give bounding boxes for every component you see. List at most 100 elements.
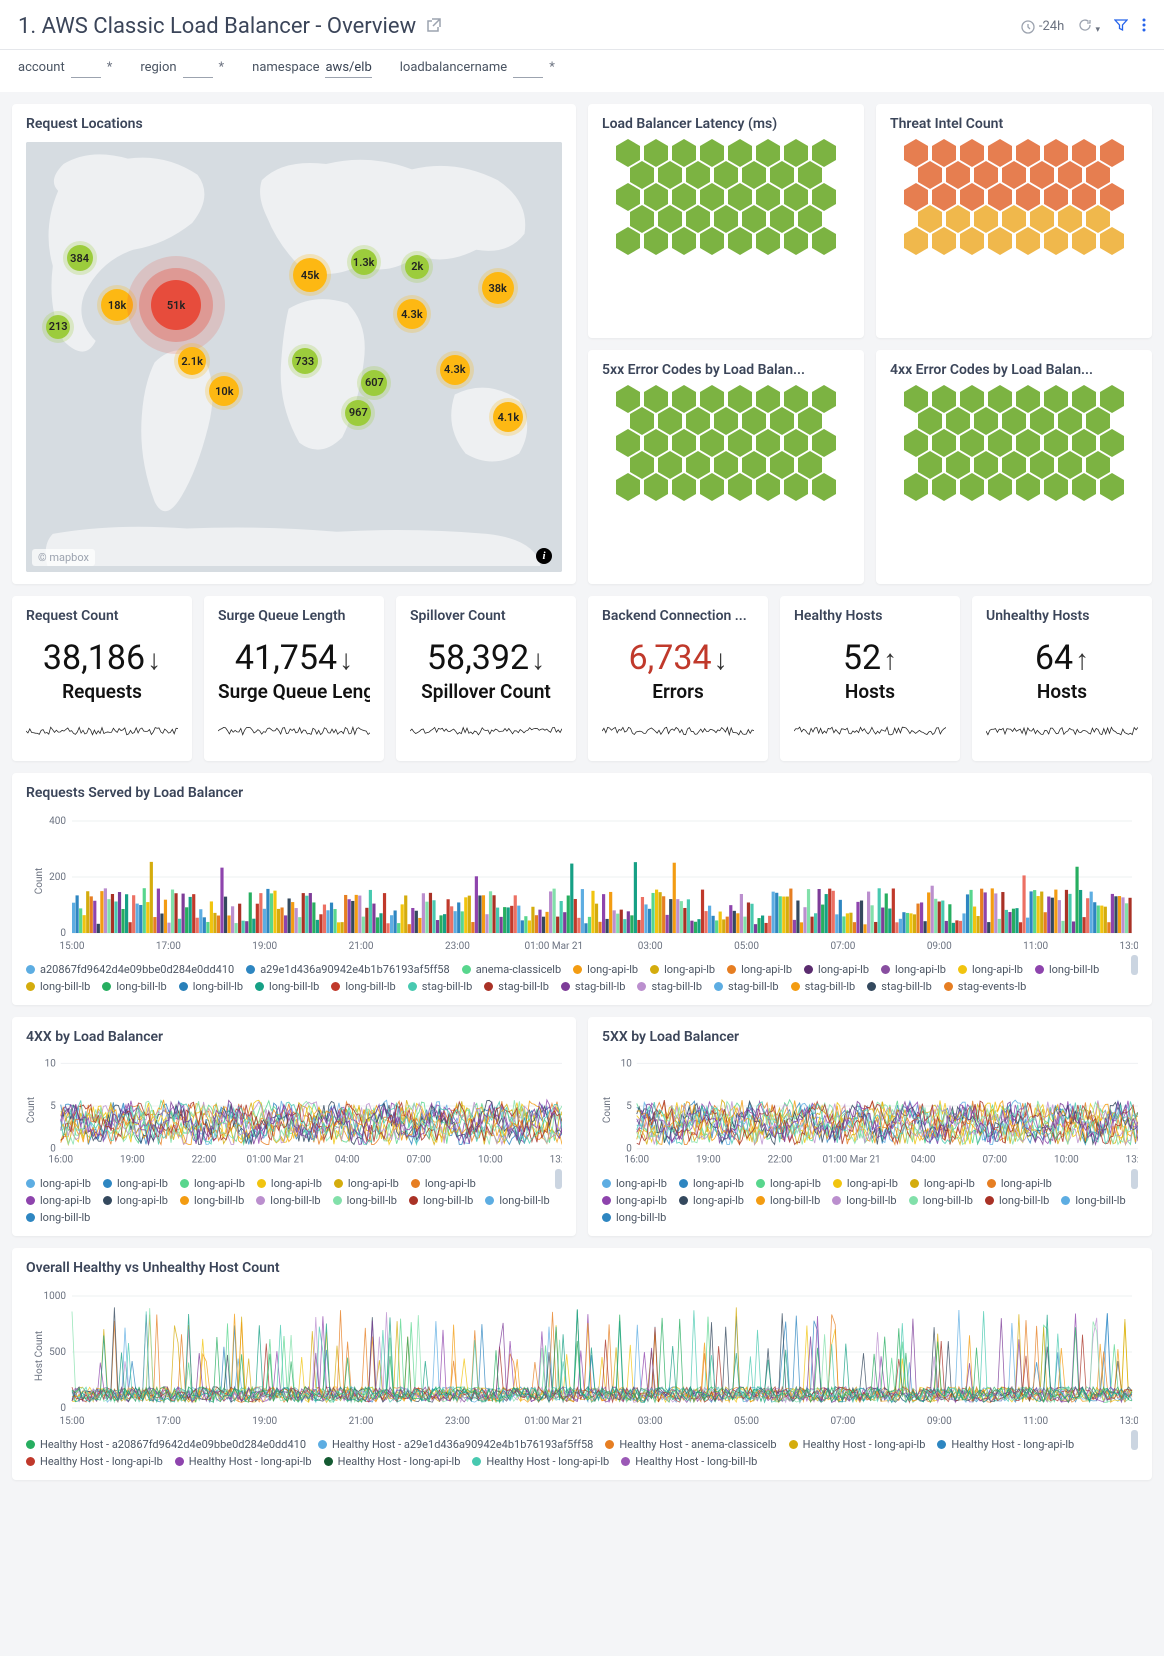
filter-item-account[interactable]: account * (18, 60, 112, 78)
legend-item[interactable]: long-bill-lb (756, 1194, 820, 1207)
refresh-icon[interactable]: ▾ (1078, 18, 1100, 36)
legend-item[interactable]: Healthy Host - long-api-lb (789, 1438, 926, 1451)
legend-item[interactable]: Healthy Host - anema-classicelb (605, 1438, 776, 1451)
map-bubble[interactable]: 607 (361, 370, 387, 396)
hex-cell[interactable] (1071, 226, 1097, 256)
hex-cell[interactable] (755, 226, 781, 256)
legend-item[interactable]: long-bill-lb (1035, 963, 1099, 976)
hex-cell[interactable] (643, 472, 669, 502)
legend-item[interactable]: stag-bill-lb (714, 980, 779, 993)
legend-item[interactable]: long-bill-lb (26, 980, 90, 993)
legend-item[interactable]: long-bill-lb (485, 1194, 549, 1207)
legend-item[interactable]: Healthy Host - long-api-lb (324, 1455, 461, 1468)
legend-item[interactable]: long-api-lb (727, 963, 792, 976)
legend-item[interactable]: long-api-lb (987, 1177, 1052, 1190)
legend-item[interactable]: long-bill-lb (985, 1194, 1049, 1207)
hex-cell[interactable] (755, 472, 781, 502)
legend-item[interactable]: long-api-lb (650, 963, 715, 976)
legend-item[interactable]: a29e1d436a90942e4b1b76193af5ff58 (246, 963, 449, 976)
hex-cell[interactable] (931, 472, 957, 502)
legend-item[interactable]: Healthy Host - long-api-lb (26, 1455, 163, 1468)
hex-cell[interactable] (959, 472, 985, 502)
hex-cell[interactable] (727, 226, 753, 256)
legend-item[interactable]: stag-bill-lb (867, 980, 932, 993)
map-bubble[interactable]: 733 (292, 348, 318, 374)
hex-cell[interactable] (1043, 226, 1069, 256)
legend-item[interactable]: long-api-lb (804, 963, 869, 976)
legend-item[interactable]: long-bill-lb (1061, 1194, 1125, 1207)
hex-cell[interactable] (1099, 226, 1125, 256)
legend-scrollbar[interactable] (1131, 1430, 1138, 1450)
time-range-picker[interactable]: -24h (1021, 19, 1064, 34)
legend-item[interactable]: Healthy Host - long-api-lb (937, 1438, 1074, 1451)
map-bubble[interactable]: 4.3k (440, 355, 470, 385)
legend-item[interactable]: long-api-lb (26, 1177, 91, 1190)
more-icon[interactable] (1142, 17, 1146, 37)
map-bubble[interactable]: 4.3k (397, 299, 427, 329)
legend-item[interactable]: anema-classicelb (462, 963, 561, 976)
legend-item[interactable]: long-api-lb (833, 1177, 898, 1190)
legend-item[interactable]: long-api-lb (103, 1194, 168, 1207)
hex-cell[interactable] (699, 472, 725, 502)
map-info-icon[interactable]: i (536, 548, 552, 564)
legend-scrollbar[interactable] (555, 1169, 562, 1189)
world-map[interactable]: © mapbox i 38418k51k2132.1k10k45k1.3k2k3… (26, 142, 562, 572)
legend-item[interactable]: long-api-lb (602, 1194, 667, 1207)
map-bubble[interactable]: 51k (151, 280, 201, 330)
bar-chart[interactable]: 020040015:0017:0019:0021:0023:0001:00 Ma… (26, 811, 1138, 951)
hex-cell[interactable] (931, 226, 957, 256)
line-chart[interactable]: 051016:0019:0022:0001:00 Mar 2104:0007:0… (26, 1055, 562, 1165)
filter-item-region[interactable]: region * (140, 60, 224, 78)
map-bubble[interactable]: 45k (293, 258, 327, 292)
legend-item[interactable]: long-bill-lb (256, 1194, 320, 1207)
hex-cell[interactable] (615, 226, 641, 256)
hex-cell[interactable] (783, 226, 809, 256)
legend-item[interactable]: long-api-lb (910, 1177, 975, 1190)
legend-item[interactable]: Healthy Host - long-api-lb (472, 1455, 609, 1468)
hex-cell[interactable] (959, 226, 985, 256)
legend-item[interactable]: long-bill-lb (832, 1194, 896, 1207)
hex-cell[interactable] (987, 472, 1013, 502)
legend-item[interactable]: stag-bill-lb (637, 980, 702, 993)
map-bubble[interactable]: 967 (345, 400, 371, 426)
hex-cell[interactable] (783, 472, 809, 502)
legend-item[interactable]: long-bill-lb (255, 980, 319, 993)
legend-item[interactable]: long-api-lb (411, 1177, 476, 1190)
share-icon[interactable] (426, 17, 442, 37)
legend-item[interactable]: Healthy Host - a20867fd9642d4e09bbe0d284… (26, 1438, 306, 1451)
legend-item[interactable]: long-api-lb (679, 1177, 744, 1190)
map-bubble[interactable]: 1.3k (351, 249, 377, 275)
map-bubble[interactable]: 10k (209, 376, 239, 406)
legend-item[interactable]: long-bill-lb (333, 1194, 397, 1207)
legend-item[interactable]: long-api-lb (881, 963, 946, 976)
legend-item[interactable]: a20867fd9642d4e09bbe0d284e0dd410 (26, 963, 234, 976)
legend-item[interactable]: long-bill-lb (909, 1194, 973, 1207)
hex-cell[interactable] (987, 226, 1013, 256)
legend-item[interactable]: long-bill-lb (602, 1211, 666, 1224)
legend-item[interactable]: long-api-lb (26, 1194, 91, 1207)
line-chart[interactable]: 051016:0019:0022:0001:00 Mar 2104:0007:0… (602, 1055, 1138, 1165)
map-bubble[interactable]: 2.1k (178, 347, 206, 375)
hex-cell[interactable] (903, 472, 929, 502)
legend-item[interactable]: long-api-lb (756, 1177, 821, 1190)
hex-cell[interactable] (1099, 472, 1125, 502)
legend-scrollbar[interactable] (1131, 955, 1138, 975)
legend-item[interactable]: stag-bill-lb (484, 980, 549, 993)
legend-item[interactable]: long-bill-lb (180, 1194, 244, 1207)
hex-cell[interactable] (811, 226, 837, 256)
legend-item[interactable]: long-api-lb (958, 963, 1023, 976)
legend-item[interactable]: long-api-lb (602, 1177, 667, 1190)
hex-cell[interactable] (671, 472, 697, 502)
hex-cell[interactable] (811, 472, 837, 502)
hex-cell[interactable] (1071, 472, 1097, 502)
legend-item[interactable]: long-bill-lb (26, 1211, 90, 1224)
map-bubble[interactable]: 213 (46, 315, 70, 339)
legend-item[interactable]: long-api-lb (103, 1177, 168, 1190)
legend-item[interactable]: long-api-lb (573, 963, 638, 976)
legend-item[interactable]: long-api-lb (679, 1194, 744, 1207)
legend-item[interactable]: long-bill-lb (409, 1194, 473, 1207)
hex-cell[interactable] (671, 226, 697, 256)
legend-item[interactable]: stag-bill-lb (791, 980, 856, 993)
legend-item[interactable]: long-api-lb (257, 1177, 322, 1190)
hex-cell[interactable] (615, 472, 641, 502)
